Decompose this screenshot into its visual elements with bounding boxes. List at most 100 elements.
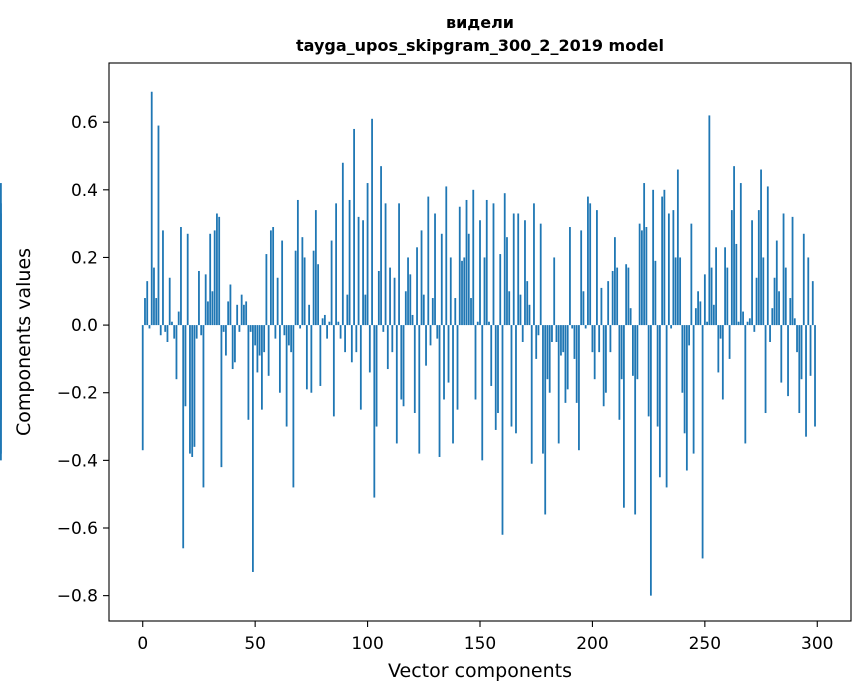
bar-291 [796, 325, 798, 353]
bar-84 [330, 240, 333, 326]
bar-208 [609, 325, 612, 353]
bar-2 [146, 281, 149, 326]
bar-64 [285, 325, 288, 427]
bar-36 [222, 325, 225, 332]
bar-145 [467, 233, 470, 326]
bar-184 [555, 325, 558, 342]
bar-249 [701, 325, 704, 559]
bar-48 [249, 325, 252, 332]
bar-17 [180, 227, 182, 326]
bar-207 [607, 281, 610, 326]
bar-298 [811, 281, 814, 326]
bar-230 [658, 325, 661, 478]
bar-201 [593, 325, 596, 380]
bar-241 [683, 325, 686, 434]
bar-181 [548, 325, 551, 393]
bar-163 [508, 291, 511, 326]
bar-253 [710, 267, 713, 326]
bar-35 [220, 325, 223, 468]
bar-231 [661, 196, 664, 326]
bar-281 [773, 277, 776, 326]
y-tick-label: 0.4 [71, 181, 98, 201]
bar-271 [751, 220, 753, 326]
bar-293 [800, 325, 803, 380]
bar-158 [497, 325, 499, 414]
bar-24 [195, 325, 198, 339]
bar-105 [377, 270, 380, 326]
bar-279 [769, 325, 771, 342]
bar-274 [757, 210, 760, 326]
bar-92 [348, 199, 351, 326]
bar-102 [371, 118, 373, 326]
bar-31 [211, 291, 214, 326]
bar-99 [364, 294, 367, 326]
bar-54 [263, 325, 266, 353]
bar-27 [202, 325, 205, 488]
bar-246 [694, 308, 697, 326]
plot-frame [108, 62, 852, 622]
bar-67 [292, 325, 295, 488]
bar-222 [640, 230, 643, 326]
bar-266 [739, 183, 742, 326]
bar-280 [771, 308, 774, 326]
bar-83 [328, 321, 331, 326]
bar-276 [762, 257, 765, 326]
bar-206 [605, 325, 607, 393]
y-tick-label: −0.2 [57, 384, 98, 404]
bar-176 [537, 325, 540, 336]
bar-153 [485, 199, 488, 326]
x-tick-label: 300 [801, 634, 833, 654]
bar-14 [173, 325, 176, 339]
bar-20 [186, 233, 189, 326]
bar-245 [692, 325, 695, 454]
bar-72 [303, 257, 306, 326]
bar-18 [182, 325, 185, 549]
bar-160 [501, 325, 504, 535]
bar-173 [530, 325, 533, 464]
bar-19 [184, 325, 187, 407]
bar-0 [141, 325, 144, 451]
bar-126 [425, 325, 427, 366]
bar-148 [474, 325, 477, 400]
bar-247 [697, 291, 699, 326]
bar-200 [591, 325, 594, 353]
bar-254 [712, 304, 715, 326]
bar-51 [256, 325, 259, 373]
bar-188 [564, 325, 567, 403]
bar-143 [463, 257, 466, 326]
bar-194 [578, 325, 580, 451]
y-tick-label: 0.0 [71, 316, 98, 336]
bar-272 [753, 325, 756, 332]
bar-40 [231, 325, 234, 370]
bar-115 [400, 325, 403, 400]
bar-199 [589, 203, 592, 326]
bar-75 [310, 325, 313, 393]
bar-138 [452, 325, 454, 444]
bar-125 [422, 294, 425, 326]
bar-21 [189, 325, 191, 454]
bar-257 [719, 325, 722, 339]
bar-33 [216, 213, 218, 326]
bar-267 [742, 311, 744, 326]
bar-144 [465, 199, 468, 326]
bar-195 [580, 230, 583, 326]
bar-289 [791, 216, 794, 326]
bar-81 [323, 314, 326, 326]
bar-234 [667, 213, 670, 326]
bar-26 [200, 325, 203, 336]
bar-218 [632, 325, 634, 376]
bar-268 [744, 325, 747, 444]
bar-295 [805, 325, 807, 437]
bar-93 [350, 325, 353, 363]
bar-275 [760, 169, 762, 326]
bar-227 [652, 189, 655, 326]
bar-70 [299, 325, 302, 329]
bar-11 [166, 325, 169, 342]
bar-216 [627, 267, 630, 326]
bar-133 [440, 233, 443, 326]
bar-240 [681, 325, 684, 393]
bar-undefined [0, 203, 2, 326]
bar-79 [319, 325, 322, 386]
bar-229 [656, 325, 659, 427]
